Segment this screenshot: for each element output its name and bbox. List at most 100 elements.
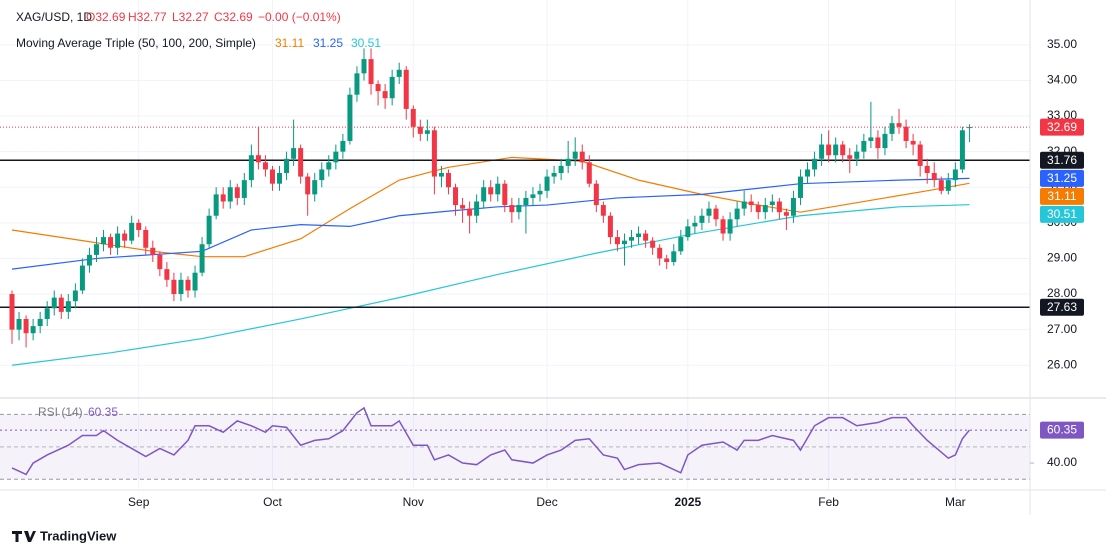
plot-area bbox=[0, 48, 1030, 476]
candle-body bbox=[713, 208, 719, 220]
candle-body bbox=[431, 130, 437, 177]
price-label: 60.35 bbox=[1047, 423, 1077, 437]
candle-body bbox=[284, 158, 290, 174]
candle-body bbox=[65, 301, 71, 312]
symbol: XAG/USD, 1D bbox=[16, 10, 92, 24]
moving-average bbox=[11, 177, 970, 270]
candle-body bbox=[819, 144, 825, 159]
high: H32.77 bbox=[128, 10, 167, 24]
candle-body bbox=[108, 237, 114, 248]
candle-body bbox=[516, 205, 522, 213]
y-tick-label: 27.00 bbox=[1047, 322, 1077, 336]
logo-icon bbox=[12, 531, 36, 542]
candle-body bbox=[903, 126, 909, 141]
candle-body bbox=[924, 165, 930, 174]
candle-body bbox=[797, 176, 803, 198]
candle-body bbox=[671, 251, 677, 263]
candle-body bbox=[579, 151, 585, 163]
candle-body bbox=[269, 169, 275, 184]
low: L32.27 bbox=[172, 10, 209, 24]
candle-body bbox=[79, 265, 85, 291]
candle-body bbox=[650, 240, 656, 248]
candle-body bbox=[9, 294, 15, 330]
candle-body bbox=[164, 269, 170, 280]
candle-body bbox=[333, 151, 339, 163]
ma-value: 31.11 bbox=[275, 36, 304, 50]
candle-body bbox=[460, 205, 466, 209]
candle-body bbox=[847, 155, 853, 159]
candle-body bbox=[537, 190, 543, 195]
candle-body bbox=[347, 94, 353, 141]
candle-body bbox=[143, 229, 149, 248]
candle-body bbox=[375, 84, 381, 92]
candle-body bbox=[586, 162, 592, 184]
candle-body bbox=[755, 205, 761, 213]
x-tick-label: Nov bbox=[403, 495, 424, 509]
indicator: Moving Average Triple (50, 100, 200, Sim… bbox=[16, 36, 256, 50]
candle-body bbox=[410, 108, 416, 127]
ma-value: 30.51 bbox=[351, 36, 381, 50]
candle-body bbox=[875, 137, 881, 149]
candle-body bbox=[769, 201, 775, 206]
candle-body bbox=[931, 173, 937, 181]
candle-body bbox=[544, 176, 550, 191]
candle-body bbox=[952, 169, 958, 181]
close: C32.69 bbox=[214, 10, 253, 24]
candle-body bbox=[58, 297, 64, 312]
candle-body bbox=[474, 201, 480, 216]
candle-body bbox=[840, 144, 846, 156]
candle-body bbox=[614, 237, 620, 245]
candle-body bbox=[741, 201, 747, 209]
price-label: 27.63 bbox=[1047, 300, 1077, 314]
candle-body bbox=[565, 158, 571, 166]
price-label-box bbox=[1040, 205, 1084, 223]
candle-body bbox=[234, 187, 240, 198]
candle-body bbox=[361, 59, 367, 74]
candle-body bbox=[706, 208, 712, 216]
candle-body bbox=[551, 173, 557, 177]
price-label-box bbox=[1040, 118, 1084, 136]
y-tick-label: 28.00 bbox=[1047, 286, 1077, 300]
candle-body bbox=[101, 237, 107, 245]
candle-body bbox=[481, 187, 487, 202]
candle-body bbox=[889, 123, 895, 134]
candle-body bbox=[227, 187, 233, 202]
candle-body bbox=[720, 219, 726, 234]
candle-body bbox=[523, 197, 529, 206]
candle-body bbox=[445, 173, 451, 188]
x-tick-label: 2025 bbox=[674, 495, 701, 509]
candle-body bbox=[178, 279, 184, 295]
candle-body bbox=[572, 151, 578, 159]
candle-body bbox=[621, 240, 627, 245]
candle-body bbox=[643, 233, 649, 241]
candle-body bbox=[882, 133, 888, 149]
candle-body bbox=[727, 219, 733, 234]
candle-body bbox=[692, 222, 698, 227]
price-label-box bbox=[1040, 151, 1084, 169]
price-label-box bbox=[1040, 421, 1084, 439]
candle-body bbox=[776, 201, 782, 213]
candle-body bbox=[861, 140, 867, 152]
y-tick-label: 35.00 bbox=[1047, 37, 1077, 51]
candle-body bbox=[389, 76, 395, 99]
rsi-line bbox=[11, 406, 971, 476]
candle-body bbox=[600, 205, 606, 216]
candle-body bbox=[185, 279, 191, 291]
candle-body bbox=[157, 254, 163, 270]
candle-body bbox=[396, 69, 402, 77]
candle-body bbox=[629, 237, 635, 241]
candle-body bbox=[762, 205, 768, 213]
candle-body bbox=[16, 318, 22, 330]
candle-body bbox=[312, 180, 318, 195]
candle-body bbox=[86, 254, 92, 266]
price-label: 32.69 bbox=[1047, 120, 1077, 134]
candle-body bbox=[424, 130, 430, 134]
x-tick-label: Dec bbox=[536, 495, 557, 509]
candle-body bbox=[248, 155, 254, 181]
candle-body bbox=[938, 180, 944, 191]
candle-body bbox=[129, 222, 135, 241]
candle-body bbox=[417, 126, 423, 134]
candle-body bbox=[783, 212, 789, 216]
